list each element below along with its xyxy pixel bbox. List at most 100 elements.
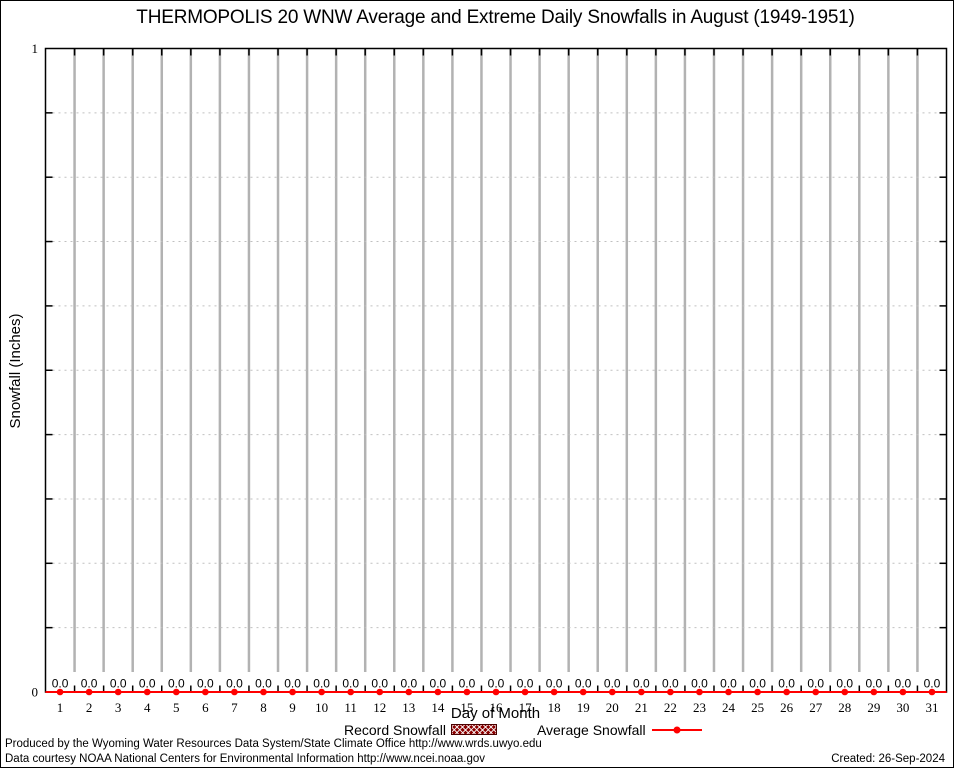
value-label: 0.0 (836, 677, 853, 691)
y-axis-tick-label: 1 (32, 41, 39, 56)
average-snowfall-point (260, 688, 267, 696)
value-label: 0.0 (633, 677, 650, 691)
record-snowfall-swatch-icon (450, 724, 497, 735)
attribution-wrds: Produced by the Wyoming Water Resources … (5, 738, 542, 750)
x-axis-tick-label: 3 (115, 700, 122, 715)
average-snowfall-point (289, 688, 296, 696)
value-label: 0.0 (371, 677, 388, 691)
x-axis-tick-label: 7 (231, 700, 238, 715)
x-axis-tick-label: 2 (86, 700, 93, 715)
value-label: 0.0 (546, 677, 563, 691)
value-label: 0.0 (197, 677, 214, 691)
legend: Record Snowfall Average Snowfall (344, 721, 702, 738)
x-axis-tick-label: 26 (780, 700, 794, 715)
value-label: 0.0 (895, 677, 912, 691)
x-axis-tick-label: 20 (606, 700, 619, 715)
x-axis-tick-label: 1 (57, 700, 64, 715)
x-axis-tick-label: 5 (173, 700, 180, 715)
average-snowfall-point (231, 688, 238, 696)
x-axis-tick-label: 9 (289, 700, 296, 715)
value-label: 0.0 (255, 677, 272, 691)
chart-title: THERMOPOLIS 20 WNW Average and Extreme D… (136, 7, 855, 28)
value-label: 0.0 (342, 677, 359, 691)
value-label: 0.0 (662, 677, 679, 691)
value-label: 0.0 (284, 677, 301, 691)
x-axis-tick-label: 11 (344, 700, 357, 715)
x-axis-label: Day of Month (450, 705, 541, 722)
average-snowfall-point (696, 688, 703, 696)
x-axis-tick-label: 13 (402, 700, 415, 715)
average-snowfall-point (638, 688, 645, 696)
average-snowfall-point (376, 688, 384, 696)
x-axis-tick-label: 10 (315, 700, 328, 715)
value-label: 0.0 (604, 677, 621, 691)
value-label: 0.0 (430, 677, 447, 691)
average-snowfall-point (434, 688, 442, 696)
x-axis-tick-label: 24 (722, 700, 736, 715)
average-snowfall-point (347, 688, 354, 696)
average-snowfall-point (318, 688, 325, 696)
average-snowfall-swatch-icon (651, 726, 702, 733)
average-snowfall-point (841, 688, 849, 696)
attribution-noaa: Data courtesy NOAA National Centers for … (5, 753, 486, 765)
value-label: 0.0 (81, 677, 98, 691)
average-snowfall-point (492, 688, 500, 696)
x-axis-tick-label: 22 (664, 700, 677, 715)
x-axis-tick-label: 30 (896, 700, 909, 715)
x-axis-tick-label: 29 (867, 700, 880, 715)
x-axis-tick-label: 19 (577, 700, 590, 715)
average-snowfall-point (172, 688, 180, 696)
value-label: 0.0 (139, 677, 156, 691)
value-label: 0.0 (459, 677, 476, 691)
value-label: 0.0 (807, 677, 824, 691)
x-axis-tick-label: 12 (373, 700, 386, 715)
value-label: 0.0 (517, 677, 534, 691)
average-snowfall-point (56, 688, 64, 696)
average-snowfall-point (85, 688, 93, 696)
average-snowfall-point (405, 688, 413, 696)
x-axis-tick-label: 4 (144, 700, 151, 715)
value-label: 0.0 (865, 677, 882, 691)
value-label: 0.0 (924, 677, 941, 691)
x-axis-tick-label: 18 (548, 700, 561, 715)
average-snowfall-point (579, 688, 587, 696)
x-axis-tick-label: 8 (260, 700, 267, 715)
average-snowfall-point (783, 688, 790, 696)
x-axis-tick-label: 23 (693, 700, 706, 715)
average-snowfall-point (550, 688, 558, 696)
average-snowfall-point (725, 688, 732, 696)
average-snowfall-point (143, 688, 151, 696)
value-label: 0.0 (691, 677, 708, 691)
value-label: 0.0 (575, 677, 592, 691)
average-snowfall-point (608, 688, 616, 696)
average-snowfall-point (202, 688, 209, 696)
value-label: 0.0 (52, 677, 69, 691)
value-label: 0.0 (749, 677, 766, 691)
value-label: 0.0 (488, 677, 505, 691)
legend-average-label: Average Snowfall (536, 721, 646, 738)
average-snowfall-point (899, 688, 907, 696)
plot-border (44, 47, 948, 693)
x-axis-tick-label: 25 (751, 700, 764, 715)
value-label: 0.0 (720, 677, 737, 691)
y-axis-tick-label: 0 (32, 685, 39, 700)
average-point-icon (673, 726, 681, 733)
value-label: 0.0 (168, 677, 185, 691)
x-axis-tick-label: 17 (519, 700, 533, 715)
x-axis-tick-label: 16 (490, 700, 504, 715)
legend-record-label: Record Snowfall (344, 721, 446, 738)
average-snowfall-point (463, 688, 471, 696)
x-axis-tick-label: 27 (809, 700, 823, 715)
average-snowfall-point (754, 688, 761, 696)
x-axis-tick-label: 21 (635, 700, 648, 715)
x-axis-tick-label: 31 (925, 700, 938, 715)
value-label: 0.0 (400, 677, 417, 691)
value-label: 0.0 (110, 677, 127, 691)
value-label: 0.0 (778, 677, 795, 691)
created-date: Created: 26-Sep-2024 (831, 753, 945, 765)
value-label: 0.0 (313, 677, 330, 691)
average-snowfall-point (812, 688, 820, 696)
average-snowfall-point (870, 688, 878, 696)
